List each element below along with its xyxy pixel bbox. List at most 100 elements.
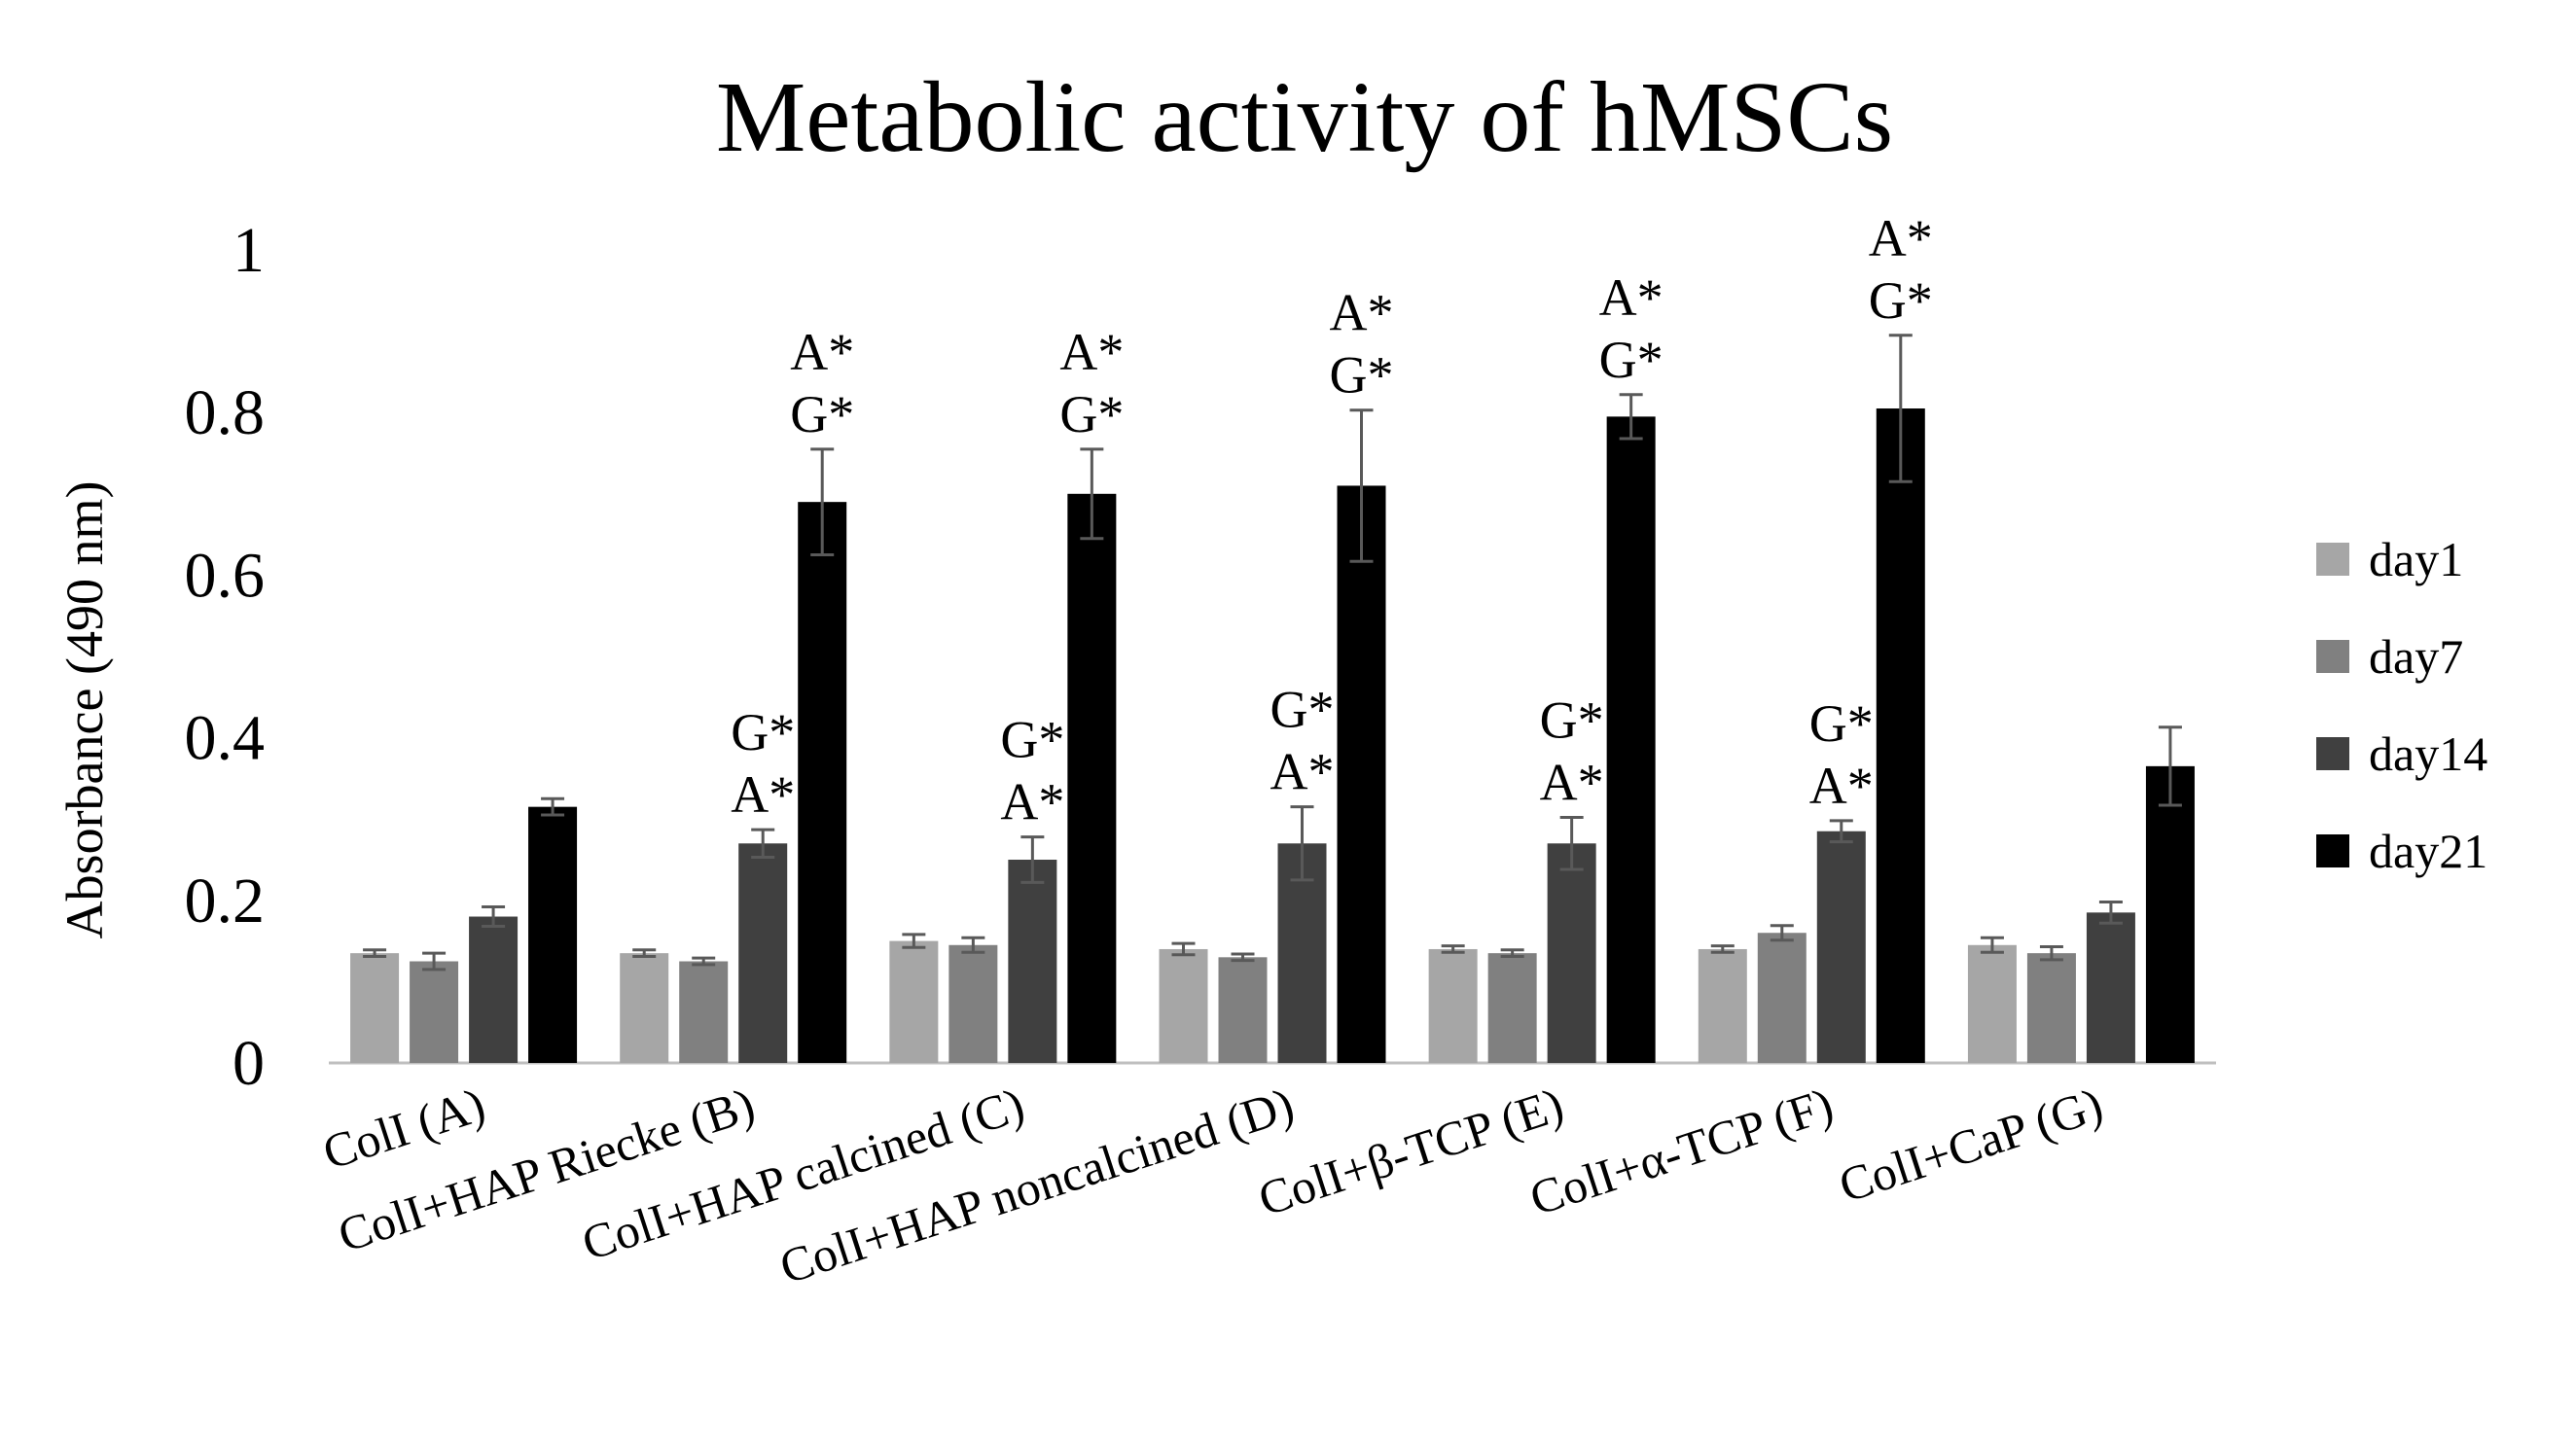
- bar-day7-cat-2: [948, 944, 998, 1063]
- bar-day14-cat-2: [1008, 860, 1057, 1063]
- bar-day21-cat-1: [798, 502, 847, 1063]
- bar-day7-cat-6: [2026, 953, 2076, 1063]
- category-label: ColI+CaP (G): [1833, 1077, 2109, 1213]
- annotation-text: A*: [731, 765, 795, 824]
- error-bar-day7-cat-0: [422, 951, 447, 972]
- bar-day21-cat-6: [2145, 765, 2195, 1063]
- bar-day21-cat-5: [1876, 408, 1925, 1063]
- error-bar-day21-cat-5: [1888, 334, 1913, 483]
- y-tick-label: 1: [233, 215, 265, 286]
- annotation-text: G*: [1869, 271, 1933, 330]
- legend: day1 day7 day14 day21: [2316, 532, 2487, 878]
- annotation-text: G*: [1270, 681, 1335, 739]
- bar-day21-cat-0: [528, 806, 578, 1063]
- error-bar-day14-cat-4: [1559, 816, 1584, 871]
- annotation-text: G*: [1809, 694, 1874, 753]
- error-bar-day14-cat-5: [1829, 819, 1853, 844]
- error-bars: [363, 334, 2182, 972]
- bar-day21-cat-4: [1606, 416, 1656, 1063]
- error-bar-day21-cat-1: [810, 447, 835, 556]
- legend-label-day1: day1: [2369, 532, 2463, 586]
- annotation-text: A*: [1059, 323, 1124, 381]
- category-label: ColI+β-TCP (E): [1252, 1077, 1570, 1226]
- y-tick-label: 0: [233, 1028, 265, 1099]
- bar-day7-cat-5: [1757, 933, 1807, 1063]
- error-bar-day7-cat-2: [961, 936, 985, 954]
- annotation-text: A*: [1540, 754, 1604, 812]
- error-bar-day14-cat-6: [2098, 900, 2123, 925]
- y-tick-label: 0.6: [185, 540, 266, 611]
- y-tick-label: 0.2: [185, 866, 266, 937]
- error-bar-day7-cat-4: [1500, 948, 1524, 958]
- error-bar-day1-cat-5: [1710, 944, 1735, 954]
- bar-day14-cat-6: [2086, 912, 2135, 1063]
- annotation-text: A*: [790, 323, 854, 381]
- annotation-text: G*: [1330, 346, 1394, 405]
- y-axis-ticks: 0 0.2 0.4 0.6 0.8 1: [185, 215, 266, 1099]
- bar-day7-cat-1: [679, 961, 729, 1063]
- legend-swatch-day14: [2316, 737, 2349, 770]
- annotation-text: A*: [1869, 209, 1933, 267]
- error-bar-day1-cat-3: [1171, 941, 1196, 957]
- error-bar-day1-cat-4: [1441, 944, 1465, 954]
- error-bar-day7-cat-6: [2039, 944, 2063, 962]
- annotation-text: G*: [731, 703, 795, 761]
- error-bar-day14-cat-0: [482, 904, 506, 929]
- annotation-text: G*: [790, 385, 854, 443]
- bar-day1-cat-5: [1698, 948, 1747, 1063]
- legend-swatch-day7: [2316, 640, 2349, 673]
- legend-label-day7: day7: [2369, 629, 2463, 684]
- error-bar-day14-cat-1: [751, 828, 775, 859]
- error-bar-day14-cat-2: [1020, 835, 1045, 884]
- bar-day7-cat-4: [1487, 953, 1537, 1063]
- error-bar-day1-cat-0: [363, 948, 387, 958]
- error-bar-day7-cat-1: [692, 956, 716, 967]
- error-bar-day7-cat-3: [1231, 952, 1255, 963]
- bar-day14-cat-5: [1816, 831, 1866, 1063]
- error-bar-day14-cat-3: [1290, 805, 1314, 882]
- category-label: ColI (A): [316, 1077, 491, 1180]
- annotation-text: A*: [1599, 268, 1664, 327]
- error-bar-day21-cat-0: [541, 796, 565, 817]
- bar-day14-cat-1: [738, 843, 788, 1063]
- significance-annotations: G*A*A*G*G*A*A*G*G*A*A*G*G*A*A*G*G*A*A*G*: [731, 209, 1933, 831]
- bar-day1-cat-0: [350, 953, 400, 1063]
- annotation-text: A*: [1000, 773, 1064, 831]
- annotation-text: A*: [1809, 757, 1874, 815]
- error-bar-day7-cat-5: [1770, 924, 1794, 942]
- bar-day1-cat-6: [1967, 944, 2017, 1063]
- bar-day1-cat-3: [1159, 948, 1208, 1063]
- bar-day21-cat-3: [1337, 485, 1386, 1063]
- category-label: ColI+α-TCP (F): [1523, 1077, 1840, 1225]
- error-bar-day21-cat-2: [1080, 447, 1104, 541]
- y-tick-label: 0.4: [185, 703, 266, 774]
- bar-day1-cat-4: [1428, 948, 1478, 1063]
- annotation-text: A*: [1270, 743, 1335, 801]
- bar-day7-cat-3: [1218, 957, 1268, 1063]
- annotation-text: G*: [1000, 711, 1064, 769]
- bars: [350, 408, 2195, 1063]
- bar-day7-cat-0: [410, 961, 459, 1063]
- error-bar-day21-cat-4: [1619, 393, 1643, 441]
- y-tick-label: 0.8: [185, 377, 266, 448]
- bar-day21-cat-2: [1067, 493, 1117, 1063]
- error-bar-day21-cat-3: [1349, 408, 1374, 563]
- legend-swatch-day21: [2316, 834, 2349, 867]
- chart-title: Metabolic activity of hMSCs: [716, 61, 1893, 173]
- annotation-text: G*: [1059, 385, 1124, 443]
- annotation-text: G*: [1599, 331, 1664, 389]
- legend-swatch-day1: [2316, 543, 2349, 576]
- category-labels: ColI (A)ColI+HAP Riecke (B)ColI+HAP calc…: [316, 1077, 2109, 1294]
- annotation-text: A*: [1330, 284, 1394, 342]
- annotation-text: G*: [1540, 691, 1604, 750]
- bar-day14-cat-4: [1547, 843, 1596, 1063]
- error-bar-day1-cat-2: [902, 933, 926, 949]
- bar-day14-cat-0: [469, 916, 519, 1063]
- y-axis-label: Absorbance (490 nm): [55, 481, 114, 939]
- error-bar-day1-cat-6: [1980, 936, 2004, 954]
- bar-day1-cat-2: [889, 940, 939, 1063]
- error-bar-day1-cat-1: [632, 948, 657, 958]
- legend-label-day14: day14: [2369, 726, 2487, 781]
- error-bar-day21-cat-6: [2158, 725, 2182, 807]
